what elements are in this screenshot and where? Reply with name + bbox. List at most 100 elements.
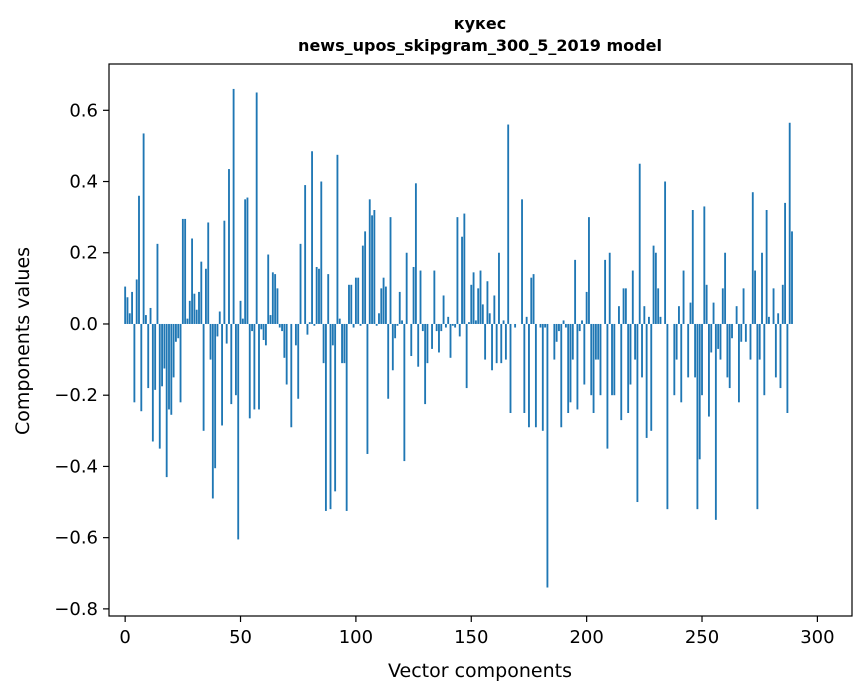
bar <box>507 124 510 324</box>
bar <box>188 300 191 324</box>
bar <box>264 323 267 346</box>
bar <box>232 88 235 324</box>
bar <box>204 268 207 324</box>
bar <box>140 323 143 412</box>
bar <box>594 323 597 360</box>
x-tick-label: 300 <box>800 627 834 648</box>
bar <box>463 213 466 324</box>
bar <box>486 281 489 324</box>
bar <box>666 323 669 510</box>
bar <box>470 284 473 324</box>
bar <box>209 323 212 360</box>
bar <box>424 323 427 405</box>
bar <box>606 323 609 449</box>
bar <box>244 199 247 324</box>
bar <box>696 323 699 510</box>
bar <box>599 323 602 396</box>
bar <box>174 323 177 342</box>
bar <box>290 323 293 428</box>
bar <box>322 323 325 364</box>
bar <box>131 291 133 324</box>
x-axis-ticks: 0 50 100 150 200 250 300 <box>119 616 835 648</box>
bar <box>214 323 217 469</box>
bar <box>502 320 505 324</box>
bar <box>650 323 653 431</box>
bar <box>135 279 138 324</box>
bar <box>562 320 565 324</box>
bar <box>336 154 339 324</box>
bar <box>299 243 302 324</box>
bar <box>569 323 572 403</box>
bar <box>774 323 777 378</box>
bar <box>624 288 627 324</box>
bar <box>744 323 747 342</box>
bar <box>387 323 390 399</box>
bar <box>613 323 616 396</box>
bar <box>509 323 512 413</box>
bar <box>659 316 662 324</box>
bar <box>597 323 600 360</box>
bar <box>641 323 643 378</box>
bar <box>574 259 577 324</box>
bar <box>687 323 690 378</box>
bar <box>689 302 692 324</box>
bar <box>168 323 170 410</box>
bar <box>361 245 364 324</box>
bar <box>172 323 175 378</box>
y-tick-label: −0.8 <box>54 599 98 620</box>
bar <box>488 313 491 324</box>
bar <box>179 323 182 403</box>
bar <box>588 217 590 324</box>
y-axis-label: Components values <box>12 247 34 435</box>
x-tick-label: 50 <box>229 627 252 648</box>
bar <box>207 222 210 324</box>
bar <box>560 323 563 428</box>
x-tick-label: 0 <box>119 627 130 648</box>
bar <box>403 323 406 462</box>
bar <box>703 206 706 324</box>
bar <box>544 323 547 328</box>
bar <box>788 122 791 324</box>
bar <box>724 252 727 324</box>
bar <box>375 323 378 326</box>
bar <box>161 323 163 387</box>
bar <box>228 169 230 324</box>
bar <box>380 288 383 324</box>
y-tick-label: 0.0 <box>69 314 98 335</box>
bar <box>271 272 274 324</box>
y-tick-label: −0.2 <box>54 385 98 406</box>
bar <box>177 323 180 339</box>
bar <box>638 163 641 324</box>
bar <box>654 252 657 324</box>
bar <box>156 243 159 324</box>
bar <box>438 323 440 353</box>
bar <box>145 315 147 324</box>
y-tick-label: 0.2 <box>69 243 98 264</box>
bar <box>419 270 422 324</box>
bar <box>571 323 574 360</box>
bar <box>525 316 528 324</box>
bar <box>285 323 288 385</box>
bar <box>306 323 309 335</box>
bars-group <box>124 88 793 588</box>
bar <box>149 307 152 324</box>
bar <box>705 284 708 324</box>
bar <box>530 277 533 324</box>
plot-frame <box>108 63 853 617</box>
y-tick-label: 0.4 <box>69 172 98 193</box>
bar <box>694 323 697 378</box>
bar <box>354 277 357 324</box>
bar <box>680 323 683 403</box>
bar <box>481 304 484 324</box>
bar <box>479 270 482 324</box>
bar <box>433 270 436 324</box>
bar <box>740 323 743 342</box>
bar <box>493 295 496 324</box>
bar <box>728 323 731 389</box>
bar <box>772 288 775 324</box>
bar <box>251 323 253 332</box>
bar <box>585 291 588 324</box>
bar <box>359 323 362 326</box>
bar <box>758 323 761 360</box>
